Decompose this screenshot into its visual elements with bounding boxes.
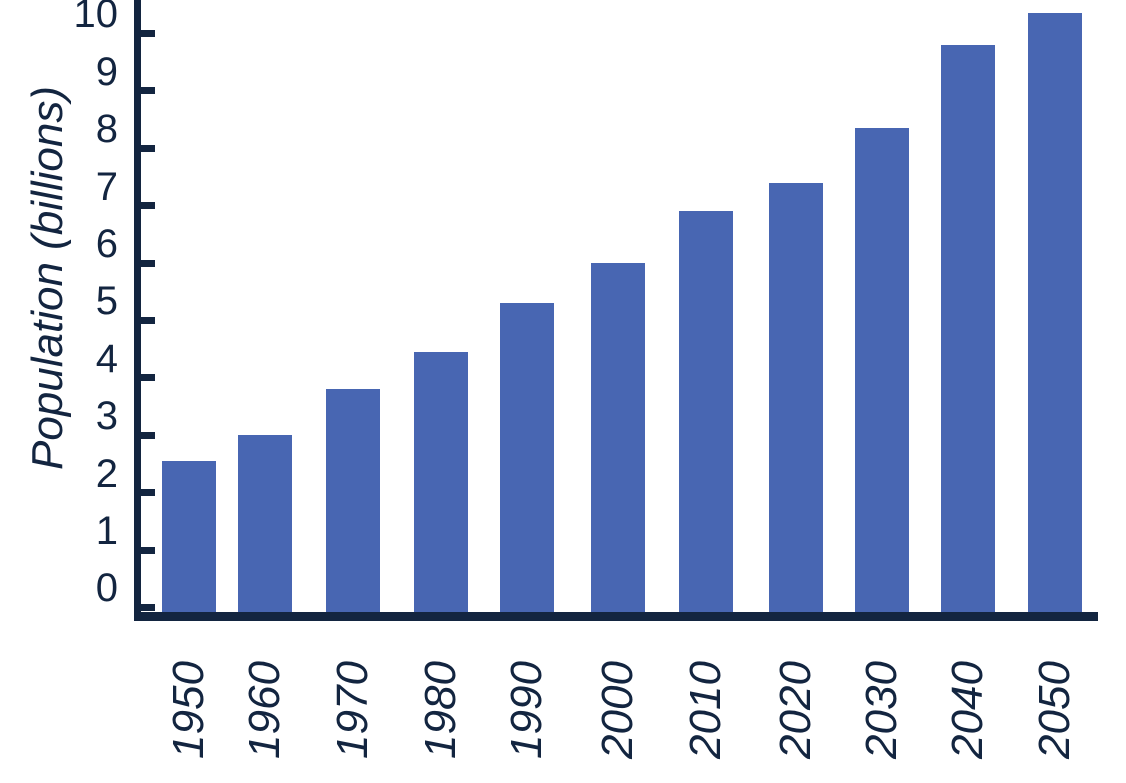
bar-2030 bbox=[855, 128, 909, 613]
y-tick-5 bbox=[141, 316, 155, 324]
x-tick-label-1950: 1950 bbox=[164, 661, 213, 759]
bar-1990 bbox=[500, 303, 554, 613]
x-tick-label-2030: 2030 bbox=[857, 661, 906, 759]
x-tick-label-2020: 2020 bbox=[771, 661, 820, 759]
x-tick-label-2000: 2000 bbox=[593, 661, 642, 759]
x-axis-line bbox=[135, 612, 1098, 621]
y-tick-label-6: 6 bbox=[95, 222, 118, 266]
x-tick-label-2040: 2040 bbox=[943, 661, 992, 759]
y-tick-label-7: 7 bbox=[95, 164, 118, 209]
x-tick-label-1980: 1980 bbox=[416, 661, 465, 759]
y-tick-label-5: 5 bbox=[95, 279, 118, 324]
bar-2000 bbox=[591, 263, 645, 613]
bar-1960 bbox=[238, 435, 292, 613]
y-tick-label-10: 10 bbox=[73, 0, 119, 37]
x-tick-label-2010: 2010 bbox=[681, 661, 730, 759]
x-tick-label-1970: 1970 bbox=[328, 661, 377, 759]
y-tick-label-3: 3 bbox=[95, 394, 118, 439]
bar-2040 bbox=[941, 44, 995, 613]
y-tick-8 bbox=[141, 144, 155, 152]
y-tick-4 bbox=[141, 374, 155, 382]
y-tick-0 bbox=[141, 603, 155, 611]
bar-1980 bbox=[414, 351, 468, 613]
y-tick-label-4: 4 bbox=[95, 336, 118, 381]
y-axis-line bbox=[134, 0, 141, 621]
y-tick-6 bbox=[141, 259, 155, 267]
y-tick-7 bbox=[141, 202, 155, 210]
x-tick-label-1960: 1960 bbox=[240, 661, 289, 759]
y-tick-10 bbox=[141, 29, 155, 37]
bar-2020 bbox=[769, 182, 823, 613]
x-tick-label-1990: 1990 bbox=[502, 661, 551, 759]
bar-1950 bbox=[162, 461, 216, 613]
y-tick-label-8: 8 bbox=[95, 107, 118, 152]
y-tick-label-0: 0 bbox=[95, 566, 118, 611]
y-tick-label-1: 1 bbox=[95, 509, 118, 553]
bar-2050 bbox=[1028, 13, 1082, 613]
y-tick-label-9: 9 bbox=[95, 49, 118, 94]
y-tick-2 bbox=[141, 489, 155, 497]
y-tick-9 bbox=[141, 87, 155, 95]
bar-2010 bbox=[679, 211, 733, 613]
y-tick-1 bbox=[141, 546, 155, 554]
x-tick-label-2050: 2050 bbox=[1030, 661, 1079, 759]
y-tick-label-2: 2 bbox=[95, 451, 118, 496]
bar-1970 bbox=[326, 389, 380, 613]
y-tick-3 bbox=[141, 431, 155, 439]
